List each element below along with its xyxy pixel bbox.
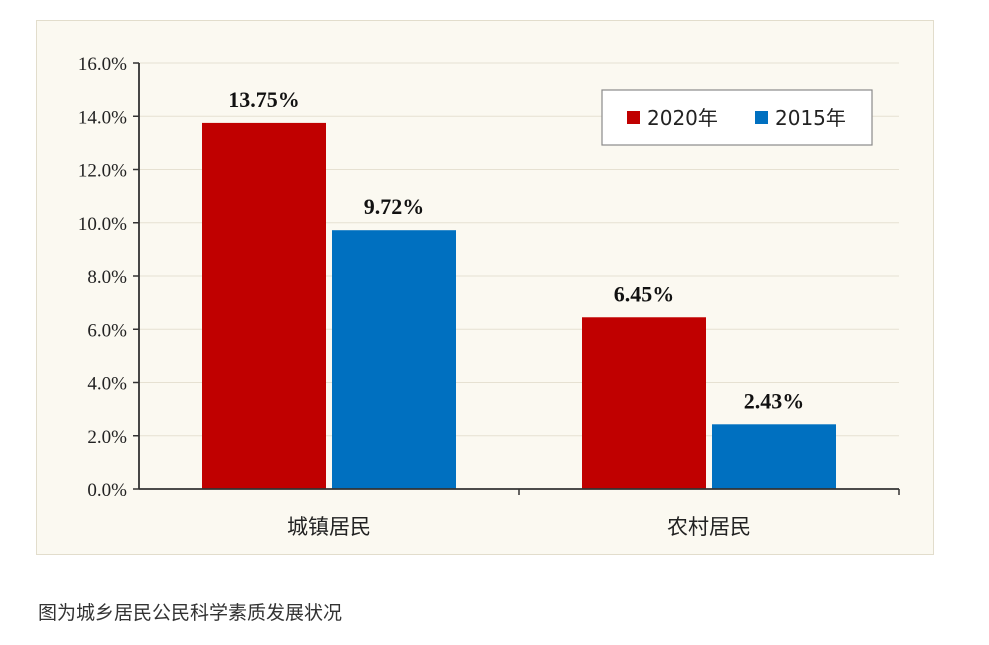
y-tick-label: 16.0%: [78, 54, 127, 75]
y-tick-label: 10.0%: [78, 214, 127, 235]
data-label: 6.45%: [614, 281, 675, 306]
legend-box: [601, 89, 873, 146]
labels: 0.0% 2.0% 4.0% 6.0% 8.0% 10.0% 12.0% 14.0% 16.0%…: [78, 54, 804, 539]
y-tick-label: 6.0%: [87, 320, 127, 341]
bars: [202, 122, 836, 489]
figure-caption: 图为城乡居民公民科学素质发展状况: [38, 602, 343, 624]
x-category-label: 城镇居民: [287, 515, 371, 539]
bar: [582, 317, 706, 489]
legend-swatch-2015: [755, 111, 768, 124]
y-tick-label: 0.0%: [87, 480, 127, 501]
y-tick-label: 12.0%: [78, 161, 127, 182]
y-tick-label: 14.0%: [78, 107, 127, 128]
bar: [202, 122, 326, 489]
data-label: 13.75%: [228, 87, 300, 112]
bar: [332, 230, 456, 489]
x-category-label: 农村居民: [667, 515, 751, 539]
chart-panel: 0.0% 2.0% 4.0% 6.0% 8.0% 10.0% 12.0% 14.0% 16.0%…: [36, 20, 934, 555]
legend-label-2020: 2020年: [647, 106, 718, 130]
legend: 2020年 2015年: [601, 89, 873, 146]
bar-chart: 0.0% 2.0% 4.0% 6.0% 8.0% 10.0% 12.0% 14.0% 16.0%…: [78, 54, 900, 539]
data-label: 2.43%: [744, 388, 805, 413]
data-label: 9.72%: [364, 194, 425, 219]
y-tick-label: 8.0%: [87, 267, 127, 288]
y-tick-label: 4.0%: [87, 374, 127, 395]
axes: [133, 62, 900, 495]
bar: [712, 424, 836, 489]
legend-swatch-2020: [627, 111, 640, 124]
y-tick-label: 2.0%: [87, 427, 127, 448]
legend-label-2015: 2015年: [775, 106, 846, 130]
